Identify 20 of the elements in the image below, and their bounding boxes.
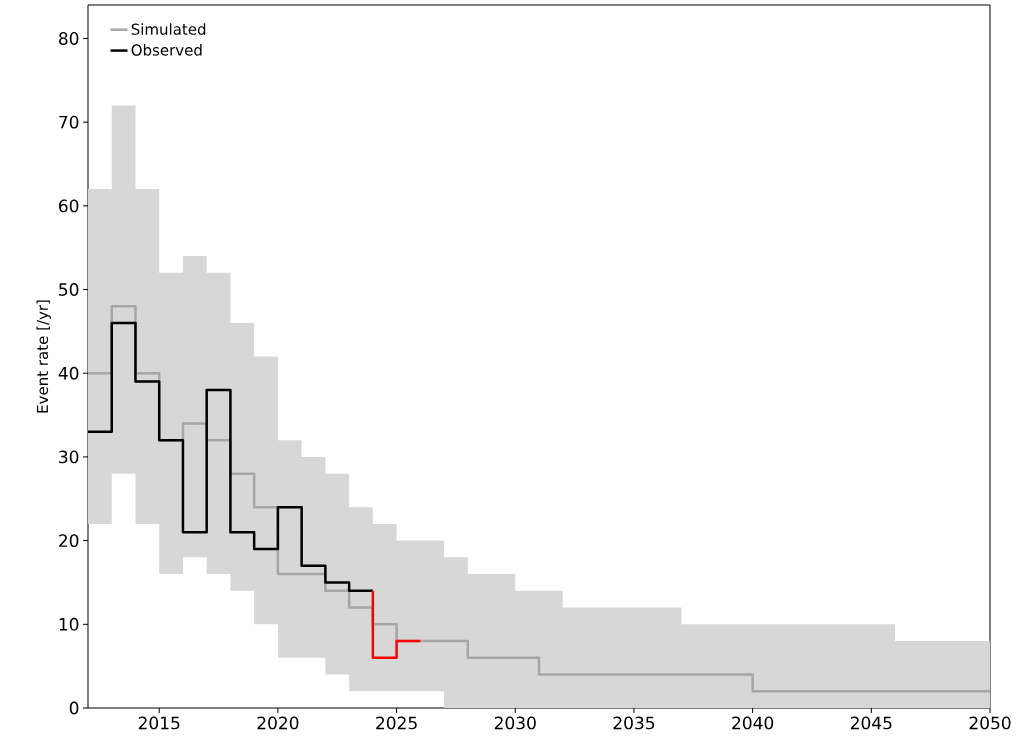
- y-tick-label: 0: [69, 701, 79, 715]
- x-tick-label: 2035: [613, 716, 655, 730]
- x-tick-label: 2050: [969, 716, 1011, 730]
- y-tick-label: 50: [59, 283, 79, 296]
- y-tick-label: 20: [59, 534, 79, 548]
- y-tick-label: 70: [59, 115, 79, 129]
- x-tick-label: 2020: [257, 716, 299, 730]
- x-tick-label: 2045: [850, 716, 892, 730]
- x-tick-label: 2025: [376, 716, 417, 730]
- y-tick-label: 30: [59, 450, 79, 464]
- legend-label: Observed: [131, 44, 202, 56]
- legend-label: Simulated: [131, 23, 206, 35]
- y-tick-label: 40: [58, 366, 79, 380]
- x-tick-label: 2040: [732, 716, 774, 730]
- x-tick-label: 2030: [494, 716, 536, 730]
- y-tick-label: 10: [59, 617, 79, 631]
- x-tick-label: 2015: [138, 716, 180, 730]
- y-tick-label: 80: [59, 32, 79, 45]
- y-tick-label: 60: [59, 199, 79, 213]
- y-axis-title: Event rate [/yr]: [36, 300, 52, 413]
